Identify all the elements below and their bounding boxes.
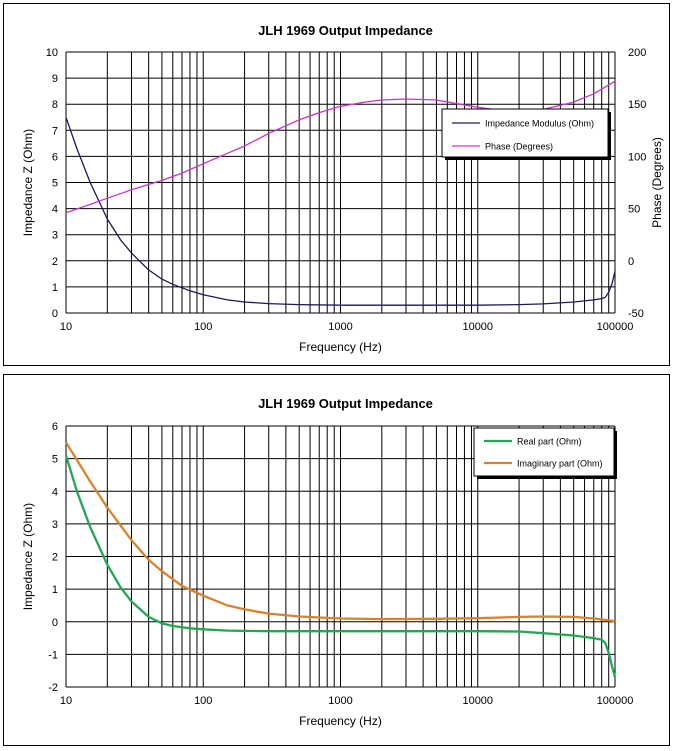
series-line-0: [65, 117, 616, 306]
y-tick-label: 3: [52, 519, 58, 531]
x-tick-label: 1000: [328, 321, 352, 333]
y-tick-label: 0: [52, 308, 58, 320]
y-tick-label: 5: [52, 178, 58, 190]
chart-title: JLH 1969 Output Impedance: [258, 23, 433, 38]
y-tick-label: 7: [52, 125, 58, 137]
y2-tick-label: 150: [628, 99, 646, 111]
x-tick-label: 100000: [597, 695, 634, 707]
y-tick-label: 1: [52, 282, 58, 294]
legend-box: [441, 108, 609, 158]
y-tick-label: 2: [52, 552, 58, 564]
y-axis-label: Impedance Z (Ohm): [21, 503, 35, 610]
y-tick-label: 4: [52, 204, 58, 216]
y2-tick-label: 200: [628, 47, 646, 59]
legend-label-0: Real part (Ohm): [517, 437, 582, 447]
impedance-phase-chart: 0 1 2 3 4 5 6 7 8 9 10 -50 0 50 100 150 200 10 100 1000 1000…: [21, 23, 664, 354]
x-axis-label: Frequency (Hz): [299, 714, 382, 728]
y-tick-label: 2: [52, 256, 58, 268]
y-tick-label: 0: [52, 617, 58, 629]
chart-title: JLH 1969 Output Impedance: [258, 396, 433, 411]
legend-label-0: Impedance Modulus (Ohm): [485, 119, 594, 129]
y-axis-label: Impedance Z (Ohm): [21, 129, 35, 236]
legend-box: [473, 427, 615, 477]
x-tick-label: 10: [60, 321, 72, 333]
y-tick-label: 6: [52, 421, 58, 433]
x-tick-label: 100: [194, 695, 212, 707]
x-tick-label: 100: [194, 321, 212, 333]
legend-label-1: Imaginary part (Ohm): [517, 459, 603, 469]
real-imaginary-chart: -2 -1 0 1 2 3 4 5 6 10 100 1000 10000 100000 JLH 1969 …: [21, 396, 634, 728]
y-tick-label: 10: [46, 47, 58, 59]
x-tick-label: 10: [60, 695, 72, 707]
y2-tick-label: -50: [628, 308, 644, 320]
y-tick-label: -1: [48, 649, 58, 661]
y-tick-label: 9: [52, 73, 58, 85]
chart-panel-top: 0 1 2 3 4 5 6 7 8 9 10 -50 0 50 100 150 200 10 100 1000 1000…: [3, 3, 670, 366]
y-tick-label: 1: [52, 584, 58, 596]
y2-tick-label: 100: [628, 151, 646, 163]
y2-tick-label: 0: [628, 256, 634, 268]
y-tick-label: 5: [52, 454, 58, 466]
legend-label-1: Phase (Degrees): [485, 142, 553, 152]
x-tick-label: 10000: [462, 321, 493, 333]
x-tick-label: 1000: [328, 695, 352, 707]
y-tick-label: 6: [52, 151, 58, 163]
x-tick-label: 100000: [597, 321, 634, 333]
y-tick-label: 8: [52, 99, 58, 111]
x-axis-label: Frequency (Hz): [299, 340, 382, 354]
y2-tick-label: 50: [628, 204, 640, 216]
x-tick-label: 10000: [462, 695, 493, 707]
y-tick-label: -2: [48, 682, 58, 694]
chart-panel-bottom: -2 -1 0 1 2 3 4 5 6 10 100 1000 10000 100000 JLH 1969 …: [3, 374, 670, 746]
y2-axis-label: Phase (Degrees): [650, 137, 664, 228]
y-tick-label: 3: [52, 230, 58, 242]
series-line-0: [64, 455, 617, 678]
y-tick-label: 4: [52, 486, 58, 498]
series-line-1: [65, 441, 616, 623]
